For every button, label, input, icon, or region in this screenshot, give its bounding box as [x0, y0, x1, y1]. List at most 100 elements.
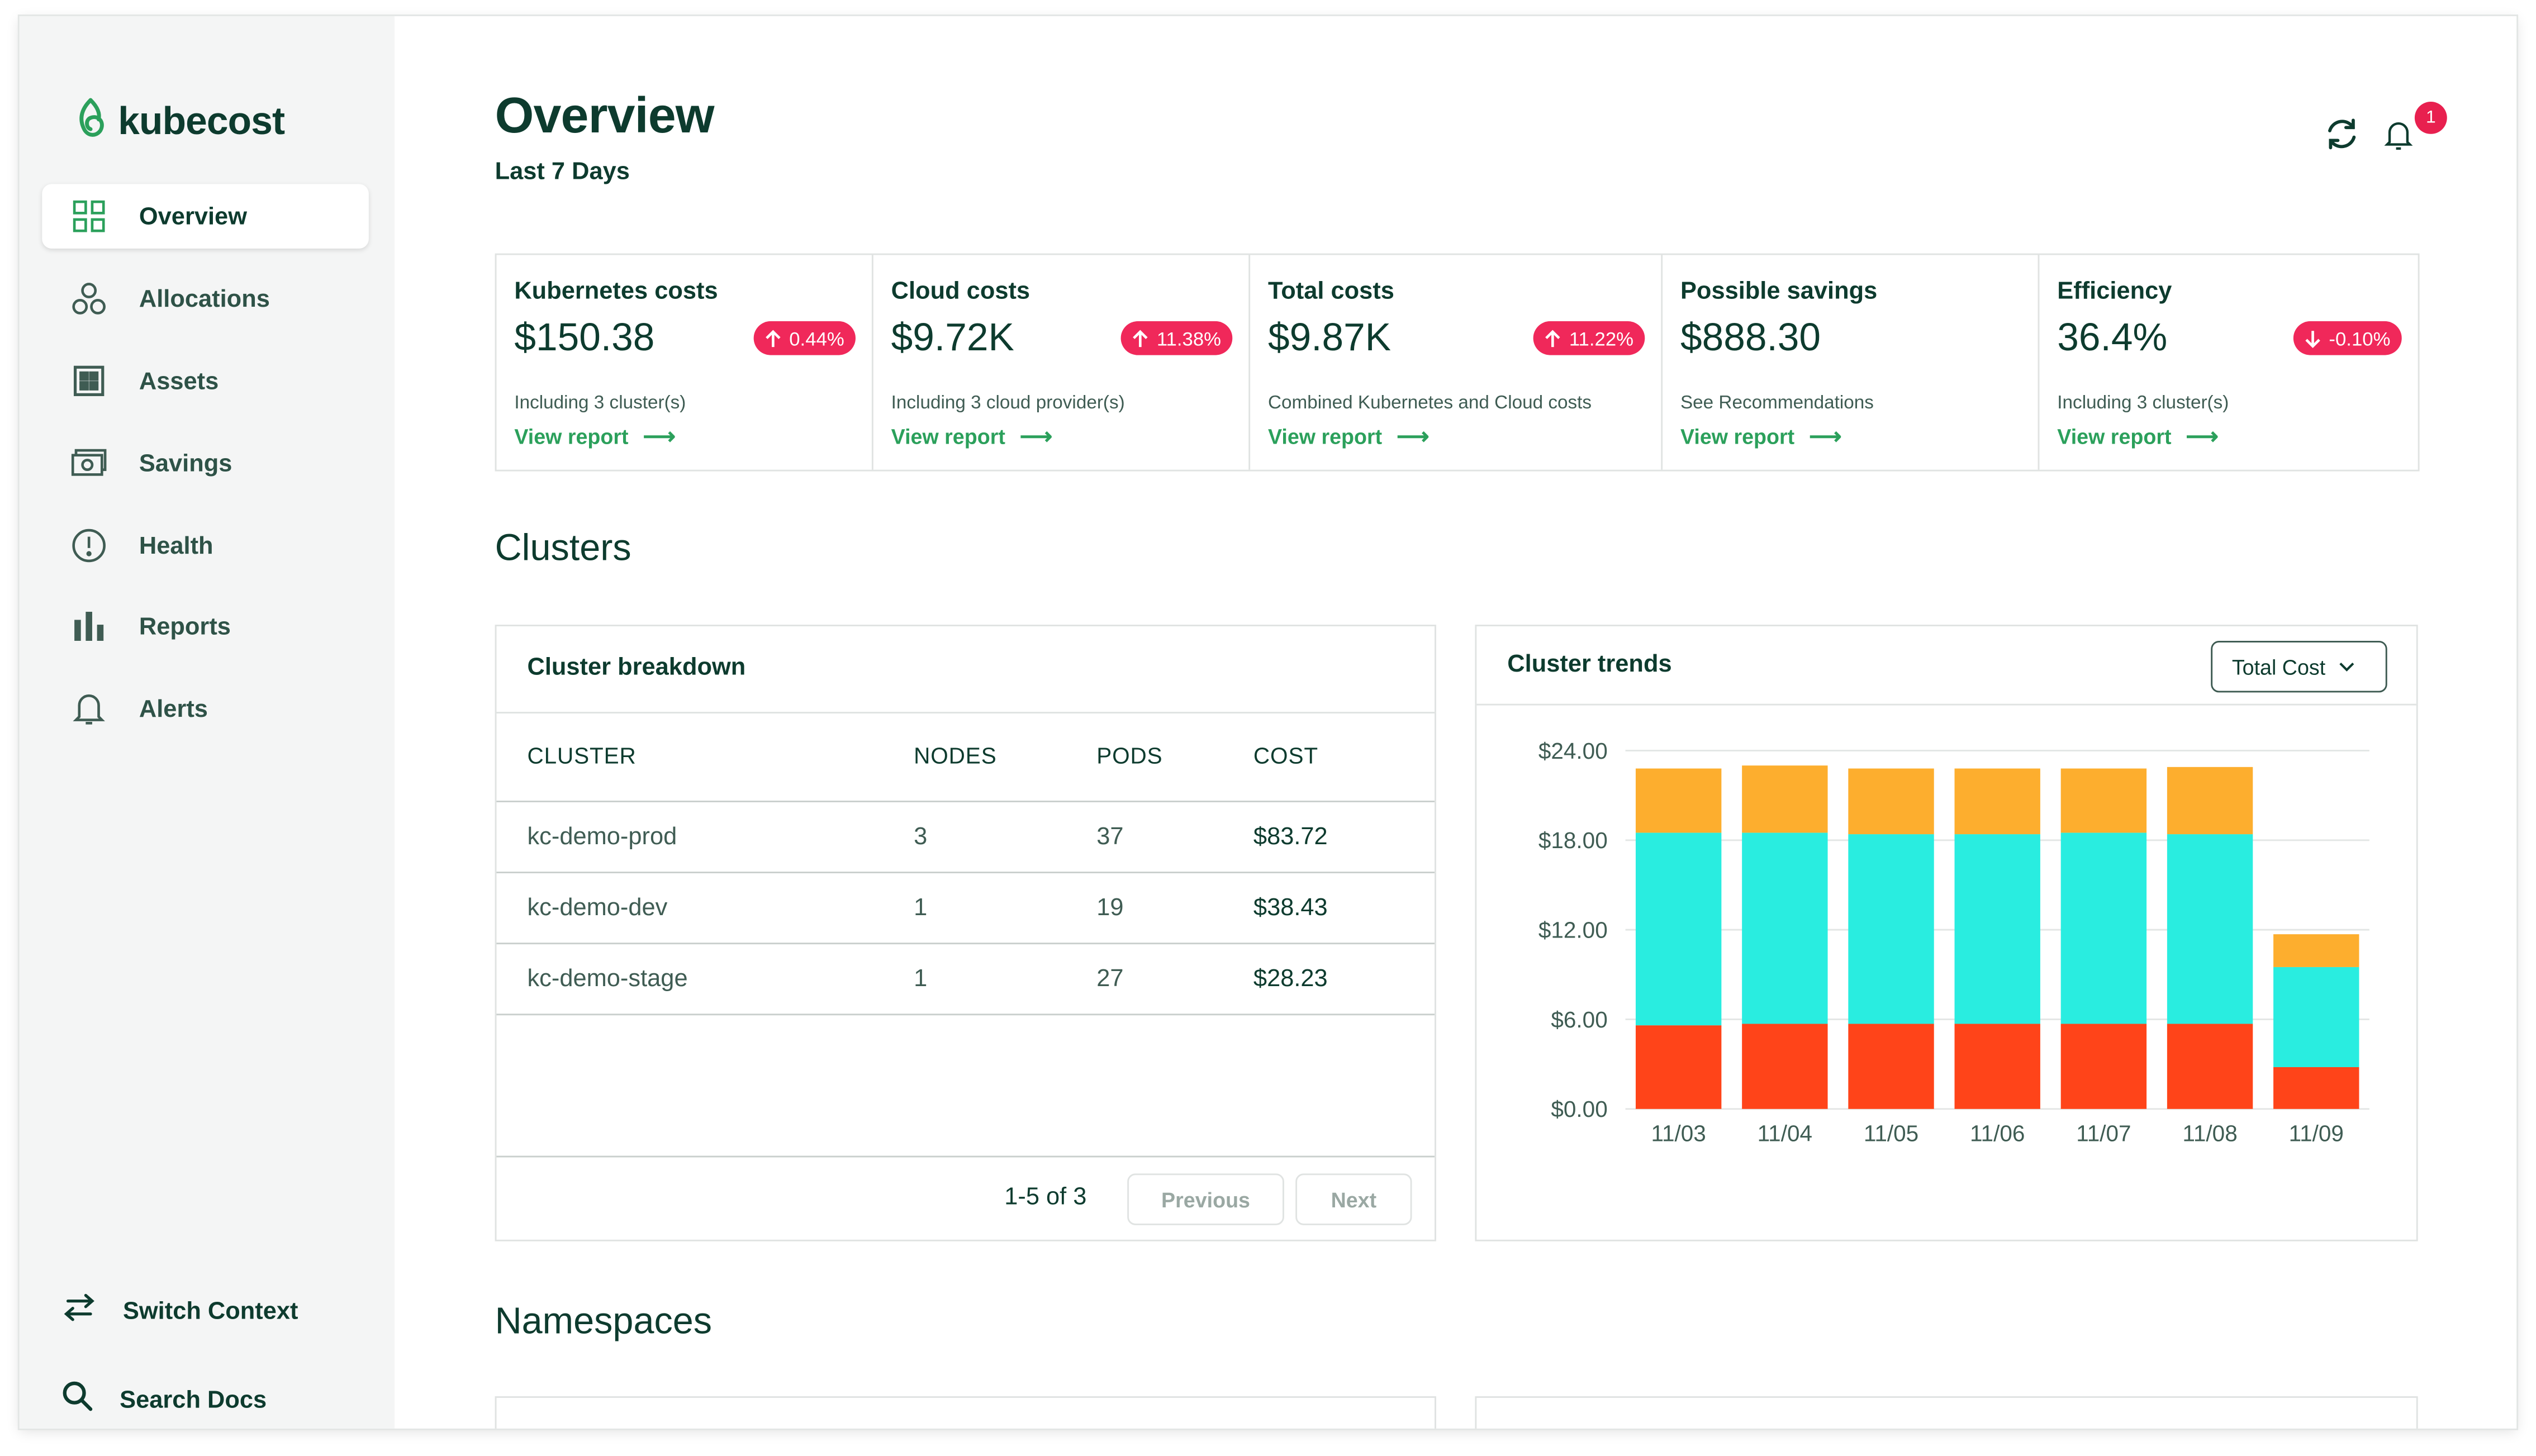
bar-segment[interactable]: [2060, 832, 2147, 1024]
kubecost-logo[interactable]: kubecost: [73, 97, 285, 147]
table-row[interactable]: kc-demo-stage 1 27 $28.23: [496, 944, 1435, 1015]
sidebar-item-health[interactable]: Health: [42, 513, 369, 578]
bar-segment[interactable]: [1635, 832, 1722, 1026]
x-tick-label: 11/06: [1970, 1121, 2025, 1146]
view-report-link[interactable]: View report ⟶: [2057, 423, 2218, 450]
sidebar-item-savings[interactable]: Savings: [42, 431, 369, 496]
x-tick-label: 11/05: [1864, 1121, 1918, 1146]
metric-value: $150.38: [514, 316, 655, 360]
cluster-breakdown-card: Cluster breakdown CLUSTER NODES PODS COS…: [495, 625, 1436, 1241]
sidebar-item-alerts[interactable]: Alerts: [42, 677, 369, 741]
sidebar-item-reports[interactable]: Reports: [42, 594, 369, 659]
y-tick-label: $24.00: [1538, 738, 1608, 764]
metric-select-dropdown[interactable]: Total Cost: [2211, 640, 2387, 693]
bar-segment[interactable]: [1848, 768, 1934, 835]
cell-cost: $38.43: [1253, 894, 1328, 922]
cell-nodes: 1: [914, 965, 928, 993]
column-header-pods[interactable]: PODS: [1096, 742, 1163, 769]
column-header-cost[interactable]: COST: [1253, 742, 1318, 769]
metric-card-cloud-costs: Cloud costs $9.72K 11.38% Including 3 cl…: [873, 255, 1251, 470]
main-content: Overview Last 7 Days 1 Kubernetes costs …: [395, 16, 2516, 1429]
metric-subtext: See Recommendations: [1680, 393, 1874, 413]
change-pill: -0.10%: [2293, 321, 2402, 355]
dropdown-value: Total Cost: [2231, 654, 2326, 679]
bar-segment[interactable]: [2167, 767, 2253, 835]
x-tick-label: 11/03: [1651, 1121, 1706, 1146]
view-report-link[interactable]: View report ⟶: [1268, 423, 1429, 450]
metric-card-total-costs: Total costs $9.87K 11.22% Combined Kuber…: [1250, 255, 1663, 470]
bar-segment[interactable]: [2167, 1024, 2253, 1109]
divider: [496, 872, 1435, 874]
column-header-nodes[interactable]: NODES: [914, 742, 997, 769]
arrow-up-icon: [1133, 329, 1148, 346]
bar-segment[interactable]: [1742, 765, 1828, 833]
view-report-link[interactable]: View report ⟶: [891, 423, 1052, 450]
metric-value: $9.72K: [891, 316, 1014, 360]
health-icon: [71, 528, 107, 564]
change-value: 11.38%: [1156, 327, 1222, 350]
logo-text: kubecost: [118, 99, 285, 143]
switch-context-button[interactable]: Switch Context: [61, 1288, 298, 1334]
card-title: Cluster breakdown: [527, 654, 746, 682]
bar-segment[interactable]: [2060, 768, 2147, 833]
notifications-button[interactable]: [2379, 116, 2418, 155]
arrow-right-icon: ⟶: [1397, 422, 1430, 449]
bar-segment[interactable]: [1954, 834, 2040, 1024]
bar-segment[interactable]: [2273, 1067, 2359, 1109]
assets-icon: [71, 363, 107, 399]
bar-segment[interactable]: [2273, 934, 2359, 967]
refresh-button[interactable]: [2323, 115, 2361, 153]
bar-segment[interactable]: [1742, 832, 1828, 1024]
bar-segment[interactable]: [1954, 768, 2040, 835]
sidebar-item-label: Savings: [139, 449, 232, 477]
allocations-icon: [71, 281, 107, 317]
link-label: View report: [2057, 424, 2172, 449]
switch-context-label: Switch Context: [122, 1297, 298, 1325]
cluster-trends-card: Cluster trends Total Cost $0.00 $6.00 $12.…: [1475, 625, 2418, 1241]
previous-page-button[interactable]: Previous: [1127, 1173, 1284, 1225]
cell-cluster: kc-demo-prod: [527, 823, 677, 851]
cell-pods: 37: [1096, 823, 1124, 851]
arrow-up-icon: [1545, 329, 1561, 346]
arrow-right-icon: ⟶: [2186, 422, 2219, 449]
arrow-right-icon: ⟶: [643, 422, 676, 449]
metric-card-kubernetes-costs: Kubernetes costs $150.38 0.44% Including…: [496, 255, 873, 470]
search-docs-button[interactable]: Search Docs: [61, 1377, 267, 1422]
sidebar-item-label: Reports: [139, 612, 231, 640]
bar-segment[interactable]: [2060, 1024, 2147, 1109]
card-title: Cluster trends: [1507, 650, 1672, 678]
chevron-down-icon: [2339, 662, 2354, 672]
namespaces-section-title: Namespaces: [495, 1299, 713, 1341]
link-label: View report: [514, 424, 629, 449]
x-tick-label: 11/07: [2076, 1121, 2131, 1146]
next-page-button[interactable]: Next: [1295, 1173, 1412, 1225]
namespace-trends-card: [1475, 1396, 2418, 1429]
table-row[interactable]: kc-demo-prod 3 37 $83.72: [496, 802, 1435, 873]
swap-arrows-icon: [61, 1292, 97, 1329]
bar-segment[interactable]: [1635, 768, 1722, 833]
bar-segment[interactable]: [1954, 1024, 2040, 1109]
sidebar-item-label: Overview: [139, 202, 247, 230]
bar-segment[interactable]: [2167, 834, 2253, 1024]
pagination-summary: 1-5 of 3: [1004, 1183, 1087, 1211]
bar-segment[interactable]: [1742, 1024, 1828, 1109]
bar-segment[interactable]: [1635, 1025, 1722, 1109]
bar-segment[interactable]: [1848, 834, 1934, 1024]
bar-segment[interactable]: [1848, 1024, 1934, 1109]
sidebar-item-allocations[interactable]: Allocations: [42, 267, 369, 331]
view-report-link[interactable]: View report ⟶: [1680, 423, 1841, 450]
cluster-trends-chart: $0.00 $6.00 $12.00 $18.00 $24.00 11/03 11/04 11…: [1538, 738, 2369, 1146]
sidebar-item-overview[interactable]: Overview: [42, 184, 369, 249]
bar-segment[interactable]: [2273, 967, 2359, 1067]
column-header-cluster[interactable]: CLUSTER: [527, 742, 637, 769]
grid-icon: [71, 198, 107, 234]
change-pill: 11.22%: [1533, 321, 1645, 355]
change-value: 0.44%: [789, 327, 844, 350]
bell-icon: [71, 691, 107, 727]
sidebar-item-assets[interactable]: Assets: [42, 349, 369, 413]
metric-title: Total costs: [1267, 277, 1394, 306]
metric-subtext: Including 3 cloud provider(s): [891, 393, 1125, 413]
table-row[interactable]: kc-demo-dev 1 19 $38.43: [496, 873, 1435, 944]
divider: [496, 1014, 1435, 1016]
view-report-link[interactable]: View report ⟶: [514, 423, 675, 450]
